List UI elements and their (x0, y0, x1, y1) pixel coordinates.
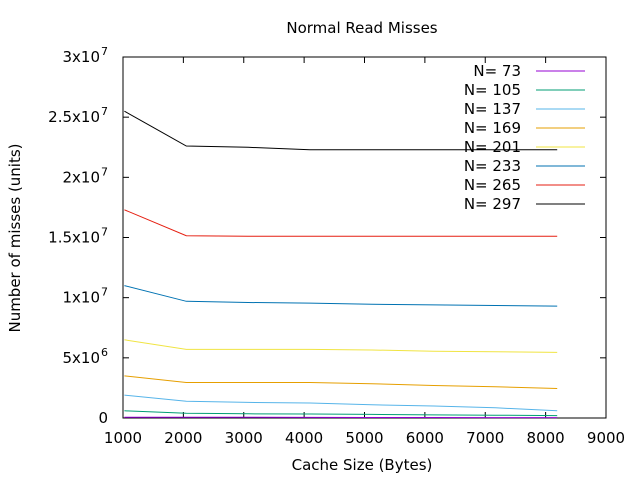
x-tick-label: 3000 (225, 429, 263, 447)
legend-label: N= 137 (464, 100, 521, 118)
y-tick-label: 0 (98, 409, 108, 427)
legend-label: N= 105 (464, 81, 521, 99)
series-line (124, 395, 557, 411)
series-line (124, 376, 557, 389)
x-tick-label: 5000 (345, 429, 383, 447)
legend-label: N= 169 (464, 119, 521, 137)
series-line (124, 340, 557, 353)
legend-label: N= 201 (464, 138, 521, 156)
series-line (124, 286, 557, 307)
chart-title: Normal Read Misses (286, 19, 437, 37)
x-tick-label: 9000 (587, 429, 625, 447)
y-tick-label: 5x106 (62, 346, 108, 367)
y-tick-label: 1x107 (62, 286, 108, 307)
x-tick-label: 6000 (406, 429, 444, 447)
x-tick-label: 4000 (285, 429, 323, 447)
x-tick-label: 7000 (466, 429, 504, 447)
legend-label: N= 73 (473, 62, 521, 80)
legend-label: N= 265 (464, 176, 521, 194)
plot-area-frame (123, 57, 606, 418)
y-tick-label: 2x107 (62, 165, 108, 186)
axis-ticks: 1000 2000 3000 4000 5000 6000 7000 8000 9000 0 5x1… (48, 45, 625, 447)
x-axis-label: Cache Size (Bytes) (292, 456, 433, 474)
y-tick-label: 1.5x107 (48, 226, 108, 247)
series-line (124, 210, 557, 237)
legend-label: N= 233 (464, 157, 521, 175)
x-tick-label: 8000 (527, 429, 565, 447)
y-axis-label: Number of misses (units) (6, 143, 24, 332)
x-tick-label: 2000 (164, 429, 202, 447)
x-tick-label: 1000 (104, 429, 142, 447)
y-tick-label: 2.5x107 (48, 105, 108, 126)
series-line (124, 411, 557, 416)
legend-label: N= 297 (464, 195, 521, 213)
y-tick-label: 3x107 (62, 45, 108, 66)
